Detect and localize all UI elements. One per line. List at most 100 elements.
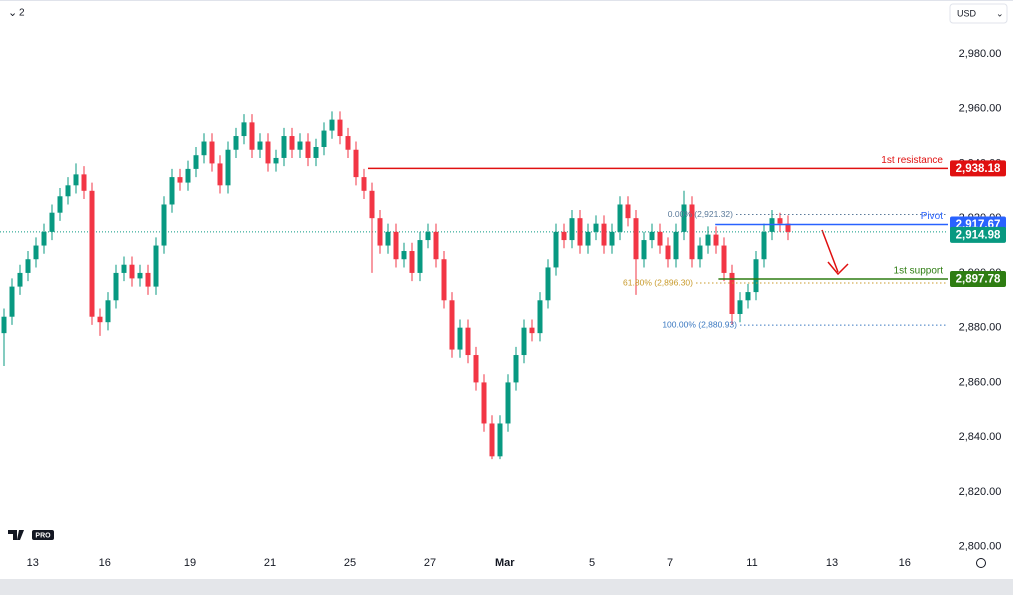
candle-body (337, 119, 343, 137)
logo-mark (8, 530, 24, 540)
fib-label: 0.00% (2,921.32) (668, 209, 733, 219)
candle-body (289, 136, 295, 150)
candle-body (145, 272, 151, 287)
level-name: 1st support (894, 266, 944, 277)
x-tick-label: 13 (826, 557, 838, 569)
candle-body (545, 267, 551, 301)
logo: PRO (8, 530, 54, 540)
level-badge-bg (950, 270, 1006, 287)
candle-body (385, 231, 391, 246)
candle-body (649, 231, 655, 241)
x-tick-label: 11 (746, 557, 757, 569)
candle-body (169, 177, 175, 205)
currency[interactable]: USD (957, 8, 977, 18)
y-tick-label: 2,820.00 (959, 486, 1002, 498)
candle-body (777, 218, 783, 224)
candle-body (697, 245, 703, 260)
candle-body (457, 327, 463, 350)
candle-body (185, 168, 191, 183)
candle-body (9, 286, 15, 317)
candle-body (433, 231, 439, 260)
candle-body (609, 231, 615, 246)
settings-icon[interactable] (976, 558, 986, 568)
candle-body (617, 204, 623, 232)
candle-body (249, 122, 255, 150)
level-name: Pivot (921, 211, 943, 222)
candle-body (625, 204, 631, 219)
candle-body (89, 190, 95, 317)
candle-body (585, 231, 591, 246)
last-price-badge-bg (950, 226, 1006, 243)
candle-body (305, 141, 311, 158)
candle-body (25, 259, 31, 273)
x-tick-label: 5 (589, 557, 595, 569)
level-badge: 2,897.78 (956, 274, 1001, 286)
candle-body (41, 231, 47, 246)
candle-body (193, 155, 199, 169)
currency-button[interactable] (949, 3, 1008, 24)
candle-body (409, 251, 415, 273)
level-badge: 2,938.18 (956, 163, 1001, 175)
candle-body (137, 272, 143, 279)
candle-body (81, 174, 87, 191)
candle-body (1, 316, 7, 334)
candle-body (521, 327, 527, 356)
candle-body (721, 245, 727, 273)
candle-body (17, 272, 23, 287)
candle-body (345, 136, 351, 150)
candle-body (241, 122, 247, 137)
candle-body (465, 327, 471, 356)
candle-body (705, 234, 711, 246)
x-tick-label: 25 (344, 557, 356, 569)
candle-body (129, 264, 135, 279)
candle-body (657, 231, 663, 246)
fib-label: 100.00% (2,880.93) (662, 319, 737, 329)
candle-body (57, 196, 63, 213)
currency-caret: ⌄ (996, 8, 1004, 18)
candle-body (281, 136, 287, 158)
candle-body (273, 157, 279, 164)
candle-body (225, 149, 231, 186)
candle-body (425, 231, 431, 241)
candle-body (257, 141, 263, 150)
candle-body (233, 136, 239, 150)
y-tick-label: 2,800.00 (959, 541, 1002, 553)
level-name: 1st resistance (881, 155, 943, 166)
candle-body (761, 231, 767, 260)
candle-body (313, 146, 319, 158)
candle-body (513, 355, 519, 383)
candle-body (329, 119, 335, 131)
bottom-strip (0, 579, 1013, 595)
candle-body (561, 231, 567, 241)
candle-body (593, 223, 599, 232)
candle-body (569, 218, 575, 241)
candle-body (785, 223, 791, 232)
x-tick-label: 13 (27, 557, 39, 569)
candle-body (633, 218, 639, 260)
candle-body (449, 300, 455, 350)
candle-body (113, 272, 119, 301)
x-tick-label: 27 (424, 557, 436, 569)
candle-body (713, 234, 719, 246)
candle-body (97, 316, 103, 323)
candle-body (201, 141, 207, 156)
candle-body (65, 185, 71, 197)
candle-body (641, 240, 647, 260)
interval: 2 (19, 8, 25, 19)
candle-body (689, 204, 695, 260)
candle-body (745, 292, 751, 301)
x-tick-label: Mar (495, 557, 515, 569)
fib-label: 61.80% (2,896.30) (623, 277, 693, 287)
candle-body (297, 141, 303, 150)
candle-body (737, 300, 743, 314)
y-tick-label: 2,980.00 (959, 48, 1002, 60)
candle-body (353, 149, 359, 178)
candle-body (393, 231, 399, 260)
candle-body (537, 300, 543, 334)
candle-body (481, 382, 487, 424)
x-tick-label: 16 (99, 557, 111, 569)
candle-body (401, 251, 407, 260)
logo-badge-bg (32, 530, 54, 540)
